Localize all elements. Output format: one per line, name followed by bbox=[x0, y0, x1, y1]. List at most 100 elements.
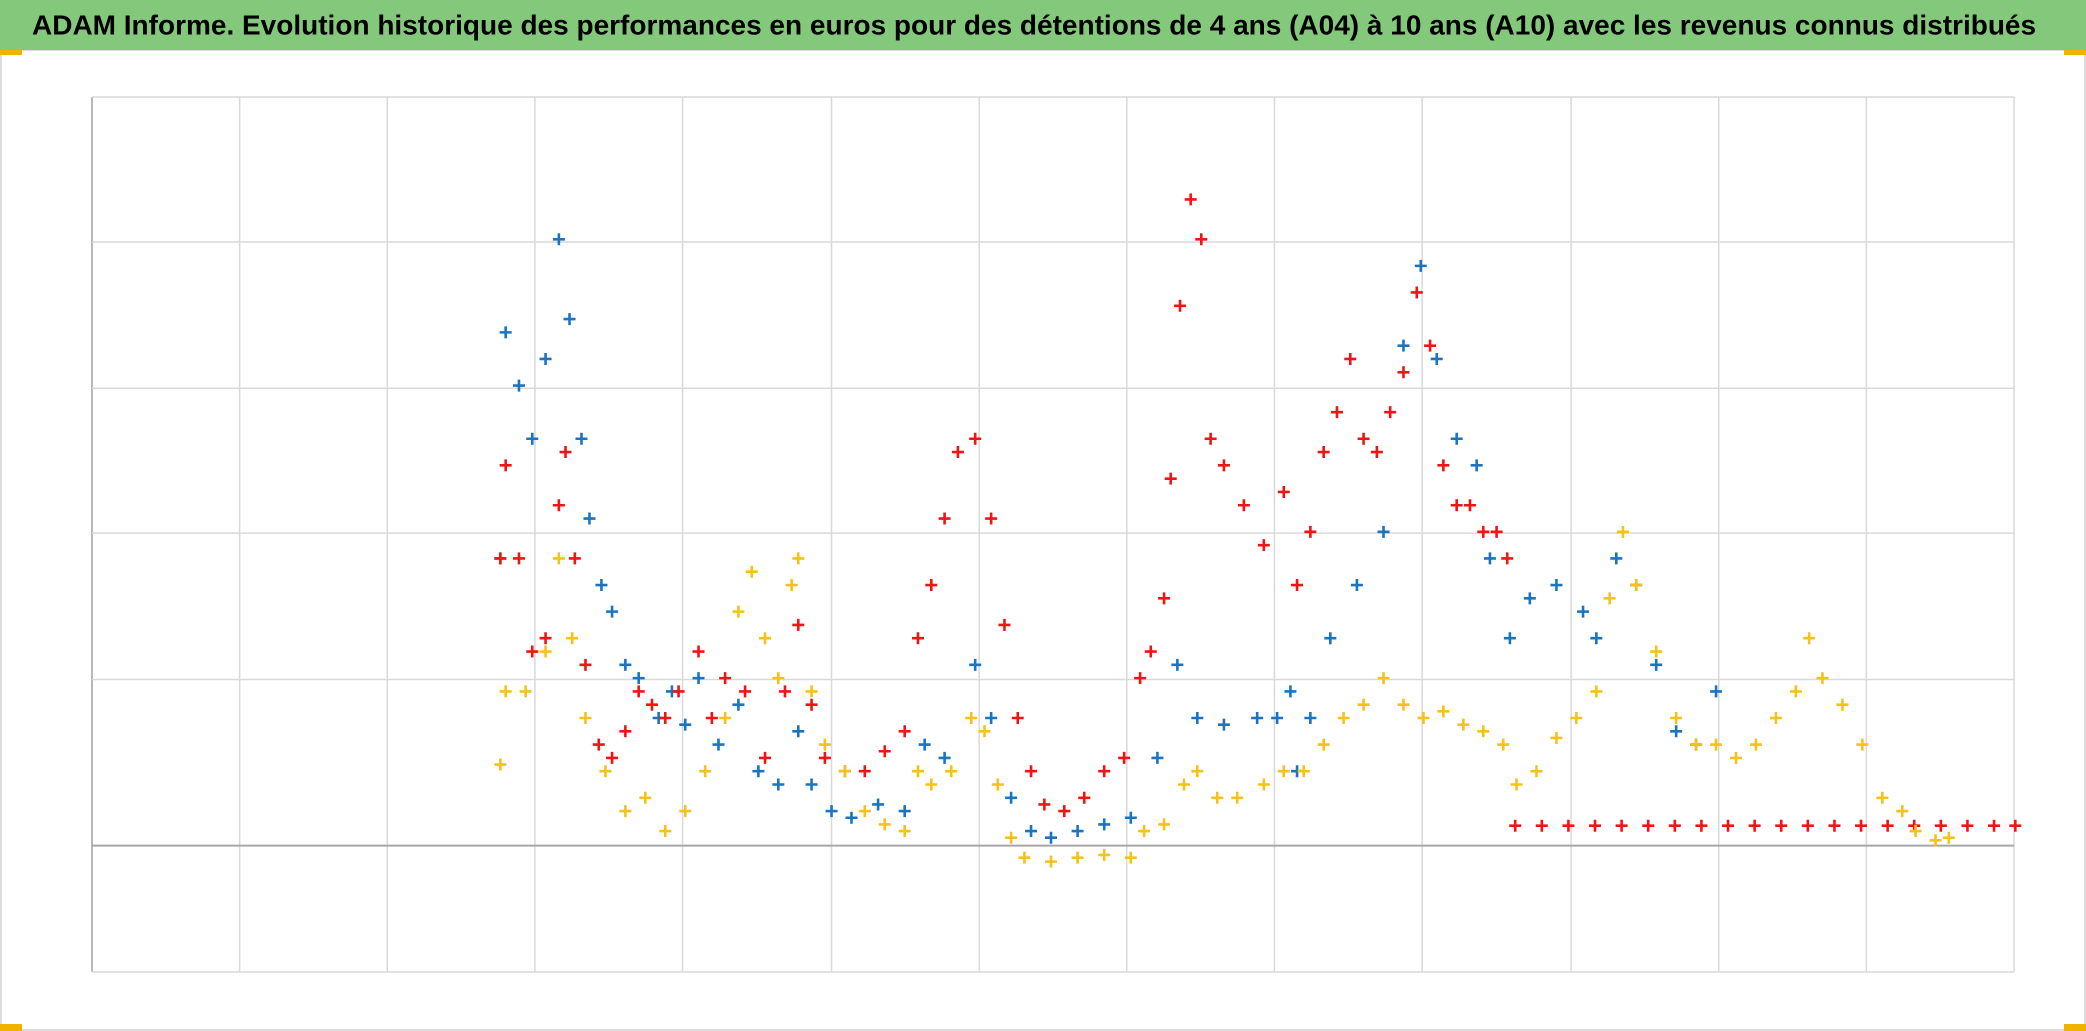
marker bbox=[838, 765, 851, 778]
marker bbox=[1650, 658, 1663, 671]
marker bbox=[938, 751, 951, 764]
marker bbox=[1158, 818, 1171, 831]
marker bbox=[552, 233, 565, 246]
marker bbox=[1397, 339, 1410, 352]
marker bbox=[1204, 432, 1217, 445]
marker bbox=[1855, 819, 1868, 832]
marker bbox=[805, 698, 818, 711]
marker bbox=[599, 765, 612, 778]
marker bbox=[1570, 712, 1583, 725]
marker bbox=[792, 618, 805, 631]
title-bar bbox=[0, 0, 2086, 50]
marker bbox=[759, 632, 772, 645]
marker bbox=[563, 313, 576, 326]
marker bbox=[1337, 712, 1350, 725]
marker bbox=[918, 738, 931, 751]
marker bbox=[692, 672, 705, 685]
marker bbox=[925, 778, 938, 791]
marker bbox=[1357, 698, 1370, 711]
marker bbox=[872, 798, 885, 811]
marker bbox=[1748, 819, 1761, 832]
marker bbox=[1437, 705, 1450, 718]
marker bbox=[1237, 499, 1250, 512]
marker bbox=[1789, 685, 1802, 698]
marker bbox=[1550, 579, 1563, 592]
marker bbox=[539, 632, 552, 645]
marker bbox=[1670, 712, 1683, 725]
marker bbox=[1577, 605, 1590, 618]
marker bbox=[1988, 819, 2001, 832]
marker bbox=[1038, 798, 1051, 811]
marker bbox=[719, 712, 732, 725]
marker bbox=[1668, 819, 1681, 832]
marker bbox=[1005, 791, 1018, 804]
marker bbox=[526, 432, 539, 445]
marker bbox=[1424, 339, 1437, 352]
marker bbox=[985, 512, 998, 525]
marker bbox=[759, 751, 772, 764]
marker bbox=[1217, 459, 1230, 472]
marker bbox=[878, 818, 891, 831]
marker bbox=[719, 672, 732, 685]
marker bbox=[499, 685, 512, 698]
marker bbox=[1589, 819, 1602, 832]
marker bbox=[1501, 552, 1514, 565]
marker bbox=[566, 632, 579, 645]
marker bbox=[1045, 855, 1057, 868]
marker bbox=[1929, 834, 1942, 847]
marker bbox=[778, 685, 791, 698]
marker bbox=[752, 765, 765, 778]
marker bbox=[878, 745, 891, 758]
marker bbox=[1317, 738, 1330, 751]
marker bbox=[1284, 685, 1297, 698]
marker bbox=[745, 565, 758, 578]
marker bbox=[1018, 851, 1031, 864]
marker bbox=[1397, 698, 1410, 711]
marker bbox=[969, 432, 982, 445]
marker bbox=[1344, 352, 1357, 365]
marker bbox=[526, 645, 539, 658]
marker bbox=[1642, 819, 1655, 832]
marker bbox=[1470, 459, 1483, 472]
marker bbox=[1463, 499, 1476, 512]
marker bbox=[1330, 406, 1343, 419]
marker bbox=[805, 778, 818, 791]
marker bbox=[2009, 819, 2022, 832]
marker bbox=[938, 512, 951, 525]
marker bbox=[1477, 525, 1490, 538]
marker bbox=[494, 552, 507, 565]
marker bbox=[898, 805, 911, 818]
marker bbox=[559, 446, 572, 459]
marker bbox=[911, 765, 924, 778]
plot-area bbox=[91, 96, 2022, 973]
marker bbox=[805, 685, 818, 698]
marker bbox=[632, 685, 645, 698]
marker bbox=[1497, 738, 1510, 751]
marker bbox=[911, 632, 924, 645]
marker bbox=[1178, 778, 1191, 791]
marker bbox=[845, 811, 858, 824]
marker bbox=[951, 446, 964, 459]
marker bbox=[1590, 685, 1603, 698]
marker bbox=[1138, 825, 1151, 838]
marker bbox=[1881, 819, 1894, 832]
marker bbox=[539, 645, 552, 658]
marker bbox=[1257, 539, 1270, 552]
marker bbox=[1231, 791, 1244, 804]
marker bbox=[579, 658, 592, 671]
marker bbox=[1876, 791, 1889, 804]
marker bbox=[672, 685, 685, 698]
marker bbox=[1722, 819, 1735, 832]
marker bbox=[792, 552, 805, 565]
marker bbox=[1058, 805, 1071, 818]
marker bbox=[1749, 738, 1762, 751]
marker bbox=[1934, 819, 1947, 832]
marker bbox=[1535, 819, 1548, 832]
marker bbox=[712, 738, 725, 751]
marker bbox=[1450, 432, 1463, 445]
marker bbox=[1510, 778, 1523, 791]
marker bbox=[1291, 579, 1304, 592]
marker bbox=[1025, 765, 1038, 778]
